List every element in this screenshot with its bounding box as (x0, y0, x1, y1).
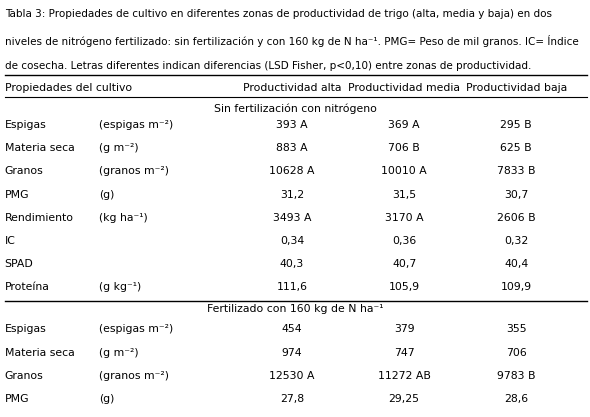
Text: Espigas: Espigas (5, 120, 47, 130)
Text: Espigas: Espigas (5, 324, 47, 334)
Text: de cosecha. Letras diferentes indican diferencias (LSD Fisher, p<0,10) entre zon: de cosecha. Letras diferentes indican di… (5, 61, 531, 71)
Text: 11272 AB: 11272 AB (378, 371, 431, 381)
Text: 40,4: 40,4 (504, 259, 529, 269)
Text: 28,6: 28,6 (504, 394, 528, 404)
Text: 355: 355 (506, 324, 526, 334)
Text: niveles de nitrógeno fertilizado: sin fertilización y con 160 kg de N ha⁻¹. PMG=: niveles de nitrógeno fertilizado: sin fe… (5, 35, 578, 47)
Text: 10628 A: 10628 A (269, 166, 315, 176)
Text: 12530 A: 12530 A (269, 371, 315, 381)
Text: (kg ha⁻¹): (kg ha⁻¹) (99, 213, 148, 223)
Text: 109,9: 109,9 (501, 282, 532, 292)
Text: 0,36: 0,36 (392, 236, 417, 246)
Text: 295 B: 295 B (500, 120, 532, 130)
Text: 10010 A: 10010 A (381, 166, 427, 176)
Text: Tabla 3: Propiedades de cultivo en diferentes zonas de productividad de trigo (a: Tabla 3: Propiedades de cultivo en difer… (5, 9, 552, 19)
Text: 111,6: 111,6 (277, 282, 307, 292)
Text: (g kg⁻¹): (g kg⁻¹) (99, 282, 142, 292)
Text: 369 A: 369 A (388, 120, 420, 130)
Text: PMG: PMG (5, 394, 30, 404)
Text: Productividad baja: Productividad baja (466, 83, 567, 93)
Text: (espigas m⁻²): (espigas m⁻²) (99, 324, 173, 334)
Text: (g): (g) (99, 394, 114, 404)
Text: Fertilizado con 160 kg de N ha⁻¹: Fertilizado con 160 kg de N ha⁻¹ (206, 304, 384, 314)
Text: 747: 747 (394, 348, 414, 357)
Text: 31,2: 31,2 (280, 189, 304, 199)
Text: 7833 B: 7833 B (497, 166, 536, 176)
Text: Materia seca: Materia seca (5, 143, 74, 153)
Text: 379: 379 (394, 324, 414, 334)
Text: Granos: Granos (5, 371, 44, 381)
Text: 27,8: 27,8 (280, 394, 304, 404)
Text: (g m⁻²): (g m⁻²) (99, 348, 139, 357)
Text: 706: 706 (506, 348, 527, 357)
Text: PMG: PMG (5, 189, 30, 199)
Text: 0,34: 0,34 (280, 236, 304, 246)
Text: 883 A: 883 A (276, 143, 308, 153)
Text: SPAD: SPAD (5, 259, 34, 269)
Text: 3170 A: 3170 A (385, 213, 424, 223)
Text: 393 A: 393 A (276, 120, 308, 130)
Text: 31,5: 31,5 (392, 189, 416, 199)
Text: Sin fertilización con nitrógeno: Sin fertilización con nitrógeno (214, 103, 376, 114)
Text: Productividad media: Productividad media (348, 83, 460, 93)
Text: 706 B: 706 B (388, 143, 420, 153)
Text: Rendimiento: Rendimiento (5, 213, 74, 223)
Text: 625 B: 625 B (500, 143, 532, 153)
Text: (espigas m⁻²): (espigas m⁻²) (99, 120, 173, 130)
Text: Productividad alta: Productividad alta (243, 83, 341, 93)
Text: Granos: Granos (5, 166, 44, 176)
Text: 105,9: 105,9 (389, 282, 419, 292)
Text: (g m⁻²): (g m⁻²) (99, 143, 139, 153)
Text: 0,32: 0,32 (504, 236, 529, 246)
Text: 30,7: 30,7 (504, 189, 529, 199)
Text: (g): (g) (99, 189, 114, 199)
Text: 454: 454 (282, 324, 302, 334)
Text: 29,25: 29,25 (389, 394, 419, 404)
Text: 2606 B: 2606 B (497, 213, 536, 223)
Text: IC: IC (5, 236, 15, 246)
Text: 9783 B: 9783 B (497, 371, 536, 381)
Text: Propiedades del cultivo: Propiedades del cultivo (5, 83, 132, 93)
Text: 974: 974 (282, 348, 302, 357)
Text: 40,7: 40,7 (392, 259, 417, 269)
Text: 3493 A: 3493 A (273, 213, 312, 223)
Text: (granos m⁻²): (granos m⁻²) (99, 371, 169, 381)
Text: (granos m⁻²): (granos m⁻²) (99, 166, 169, 176)
Text: Materia seca: Materia seca (5, 348, 74, 357)
Text: 40,3: 40,3 (280, 259, 304, 269)
Text: Proteína: Proteína (5, 282, 50, 292)
